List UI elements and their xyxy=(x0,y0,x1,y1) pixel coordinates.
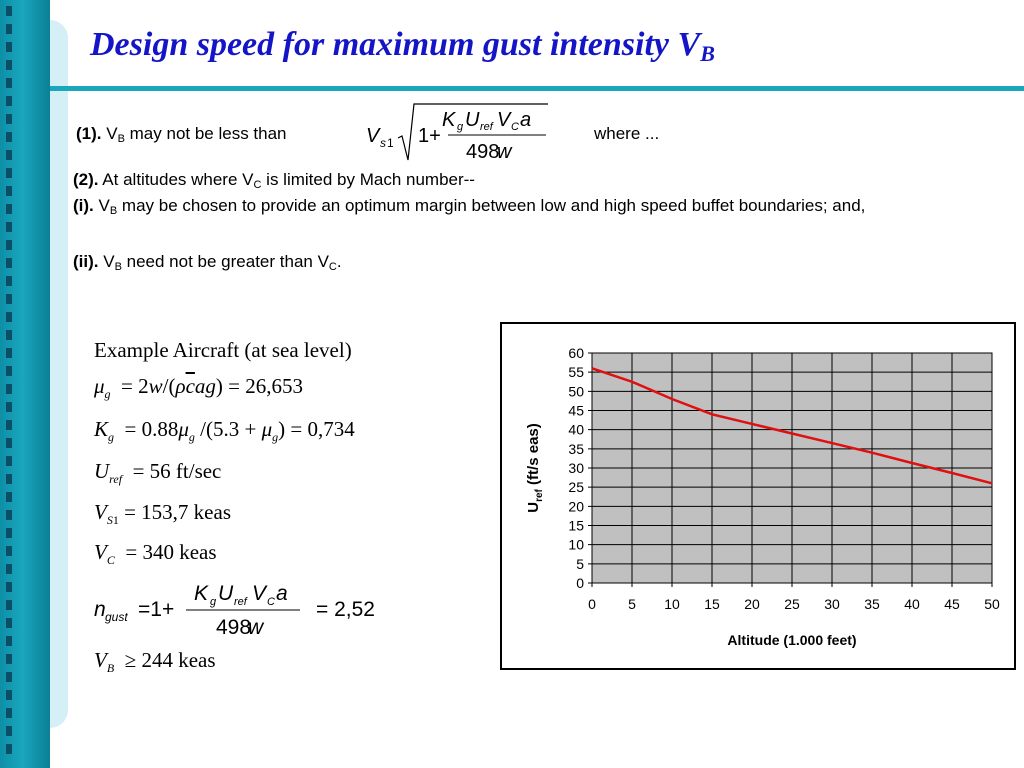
svg-text:g: g xyxy=(457,121,464,133)
y-tick-label: 55 xyxy=(568,364,584,380)
svg-text:gust: gust xyxy=(105,610,128,624)
svg-text:a: a xyxy=(276,582,288,605)
x-axis-label: Altitude (1.000 feet) xyxy=(727,632,856,648)
x-tick-label: 35 xyxy=(864,596,880,612)
title-underline xyxy=(50,86,1024,91)
vb-equation: VB ≥ 244 keas xyxy=(94,648,216,676)
slide-title: Design speed for maximum gust intensity … xyxy=(90,26,715,66)
rule-i: (i). VB may be chosen to provide an opti… xyxy=(73,196,866,217)
chart-canvas: 0 5 10 15 20 25 30 35 40 45 50 55 60 0 5 10 15 20 25 30 35 4… xyxy=(525,345,1000,648)
svg-text:a: a xyxy=(520,109,531,131)
x-tick-label: 45 xyxy=(944,596,960,612)
y-axis-ticks: 0 5 10 15 20 25 30 35 40 45 50 55 60 xyxy=(568,345,584,591)
svg-text:K: K xyxy=(442,109,457,131)
svg-text:V: V xyxy=(366,125,381,147)
svg-text:U: U xyxy=(465,109,480,131)
mu-g-equation: μg = 2w/(ρcag) = 26,653 xyxy=(94,374,303,402)
y-tick-label: 40 xyxy=(568,422,584,438)
svg-text:g: g xyxy=(210,596,217,608)
svg-text:C: C xyxy=(267,596,275,608)
svg-text:K: K xyxy=(194,582,209,605)
vc-equation: VC = 340 keas xyxy=(94,540,217,568)
svg-text:ref: ref xyxy=(234,596,248,608)
svg-text:498: 498 xyxy=(466,141,499,163)
y-tick-label: 35 xyxy=(568,441,584,457)
svg-text:w: w xyxy=(248,616,265,639)
svg-text:=1+: =1+ xyxy=(138,598,174,621)
x-tick-label: 0 xyxy=(588,596,596,612)
y-tick-label: 60 xyxy=(568,345,584,361)
grid-lines xyxy=(588,352,993,587)
y-tick-label: 25 xyxy=(568,479,584,495)
left-accent-panel xyxy=(50,20,68,728)
y-tick-label: 5 xyxy=(576,556,584,572)
y-tick-label: 20 xyxy=(568,498,584,514)
vs1-equation: VS1 = 153,7 keas xyxy=(94,500,231,528)
example-heading: Example Aircraft (at sea level) xyxy=(94,338,352,362)
svg-text:n: n xyxy=(94,598,106,621)
series-line-uref xyxy=(591,367,993,485)
n-gust-equation: n gust =1+ K g U ref V C a 498 w = 2,52 xyxy=(94,582,375,639)
rule-1-where: where ... xyxy=(594,124,660,143)
svg-text:w: w xyxy=(497,141,513,163)
x-tick-label: 5 xyxy=(628,596,636,612)
left-dash-pattern xyxy=(6,6,12,762)
svg-text:C: C xyxy=(511,121,519,133)
x-tick-label: 20 xyxy=(744,596,760,612)
y-tick-label: 45 xyxy=(568,403,584,419)
left-decorative-bar xyxy=(0,0,50,768)
rule-2: (2). At altitudes where VC is limited by… xyxy=(73,170,475,191)
kg-equation: Kg = 0.88μg /(5.3 + μg) = 0,734 xyxy=(94,417,355,445)
rule-1: (1). VB may not be less than xyxy=(76,124,287,145)
y-tick-label: 30 xyxy=(568,460,584,476)
uref-equation: Uref = 56 ft/sec xyxy=(94,459,222,487)
svg-text:ref: ref xyxy=(480,121,494,133)
svg-text:U: U xyxy=(218,582,234,605)
uref-altitude-chart: 0 5 10 15 20 25 30 35 40 45 50 55 60 0 5 10 15 20 25 30 35 4… xyxy=(500,322,1016,670)
x-axis-ticks: 0 5 10 15 20 25 30 35 40 45 50 xyxy=(588,596,1000,612)
y-tick-label: 15 xyxy=(568,518,584,534)
svg-text:1+: 1+ xyxy=(418,125,441,147)
svg-text:1: 1 xyxy=(387,136,394,150)
y-axis-label: Uref (ft/s eas) xyxy=(525,423,545,513)
x-tick-label: 50 xyxy=(984,596,1000,612)
x-tick-label: 25 xyxy=(784,596,800,612)
x-tick-label: 15 xyxy=(704,596,720,612)
y-tick-label: 10 xyxy=(568,537,584,553)
svg-text:s: s xyxy=(380,136,386,150)
x-tick-label: 40 xyxy=(904,596,920,612)
vs1-formula: V s 1 1+ K g U ref V C a 498 w xyxy=(366,103,548,163)
x-tick-label: 30 xyxy=(824,596,840,612)
svg-text:498: 498 xyxy=(216,616,251,639)
svg-text:V: V xyxy=(497,109,512,131)
svg-text:V: V xyxy=(252,582,268,605)
rule-ii: (ii). VB need not be greater than VC. xyxy=(73,252,342,273)
y-tick-label: 0 xyxy=(576,575,584,591)
x-tick-label: 10 xyxy=(664,596,680,612)
svg-text:= 2,52: = 2,52 xyxy=(316,598,375,621)
y-tick-label: 50 xyxy=(568,383,584,399)
